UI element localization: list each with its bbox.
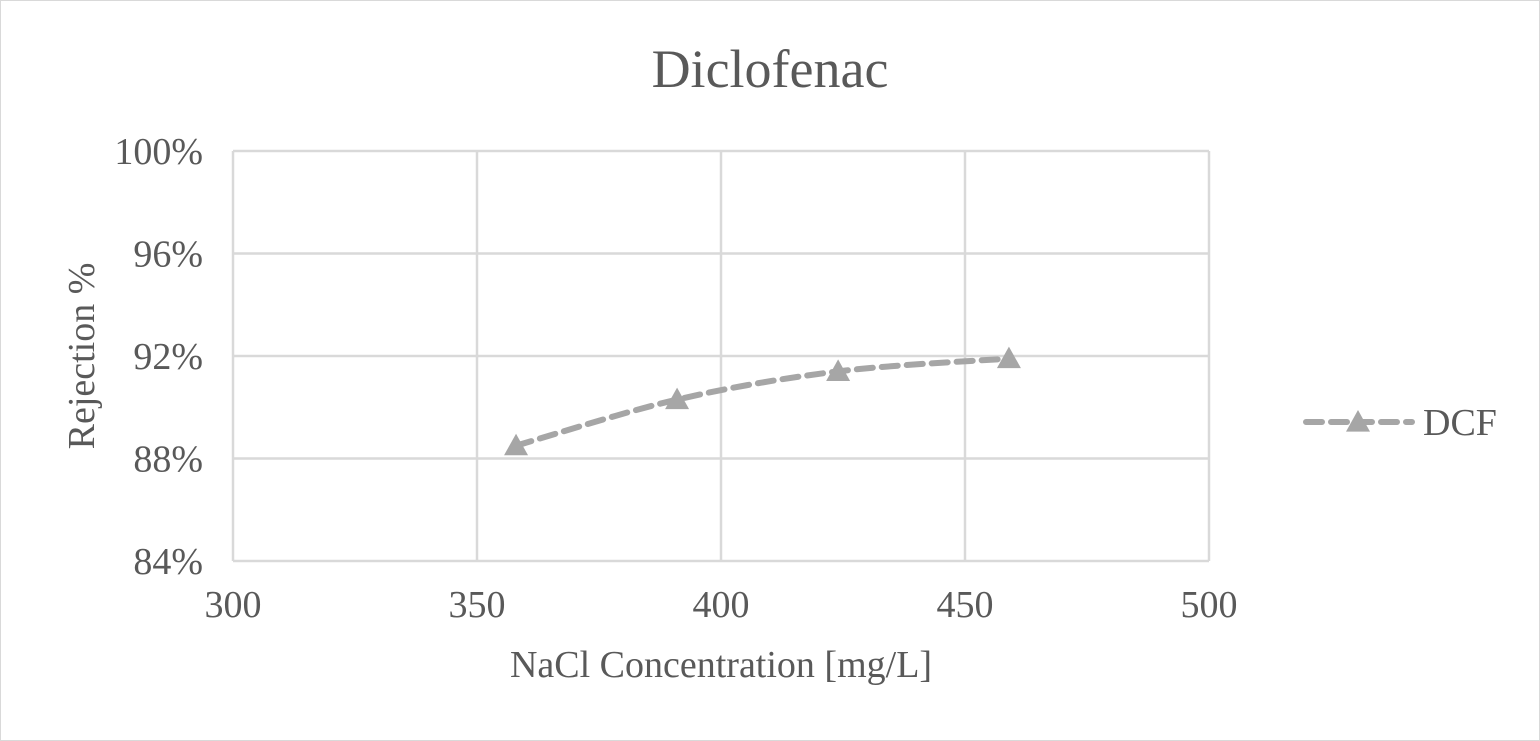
y-tick-label: 84% (133, 541, 203, 583)
y-tick-label: 100% (114, 131, 203, 173)
y-tick-label: 96% (133, 234, 203, 276)
legend: DCF (1306, 402, 1497, 444)
x-tick-label: 300 (205, 584, 262, 626)
y-axis-label: Rejection % (61, 263, 103, 450)
x-tick-label: 400 (693, 584, 750, 626)
data-point (997, 347, 1021, 369)
x-tick-label: 500 (1181, 584, 1238, 626)
chart-title: Diclofenac (652, 39, 889, 99)
series-layer (504, 347, 1021, 456)
y-tick-labels: 84% 88% 92% 96% 100% (114, 131, 203, 583)
x-tick-label: 450 (937, 584, 994, 626)
legend-label-0: DCF (1423, 402, 1497, 444)
x-tick-label: 350 (449, 584, 506, 626)
y-tick-label: 88% (133, 439, 203, 481)
x-axis-label: NaCl Concentration [mg/L] (510, 644, 932, 686)
grid (233, 151, 1209, 561)
series-line-0 (516, 359, 1009, 446)
x-tick-labels: 300 350 400 450 500 (205, 584, 1238, 626)
y-tick-label: 92% (133, 336, 203, 378)
